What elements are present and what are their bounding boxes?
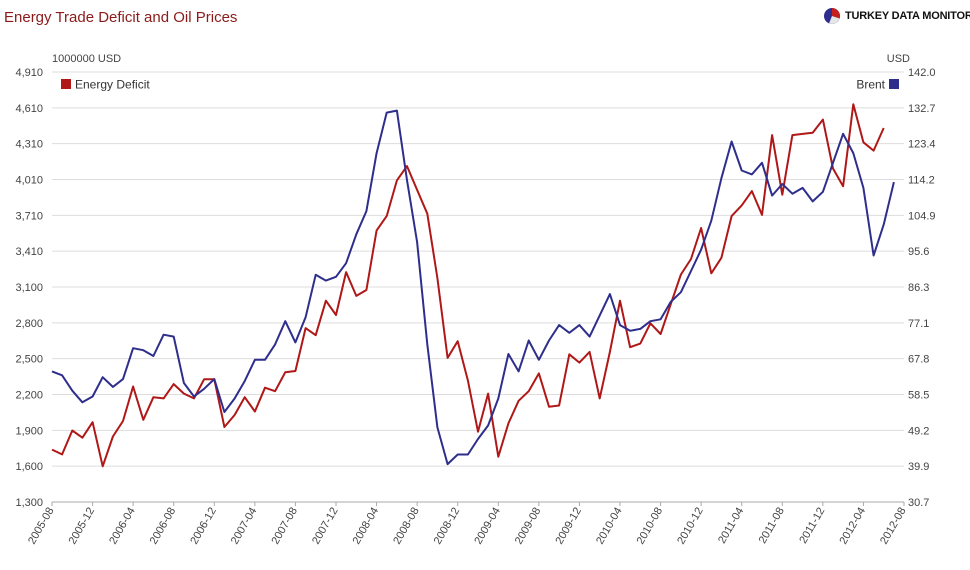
right-axis-tick-label: 123.4 xyxy=(908,139,936,151)
left-axis-tick-label: 2,800 xyxy=(15,318,43,330)
right-axis-tick-label: 142.0 xyxy=(908,67,936,79)
right-axis: 142.0 132.7 123.4 114.2 104.9 95.6 86.3 77.1 67.… xyxy=(908,67,936,509)
left-axis-tick-label: 1,600 xyxy=(15,461,43,473)
legend-brent-swatch xyxy=(889,79,899,89)
x-axis-tick-label: 2009-04 xyxy=(472,506,503,547)
right-axis-tick-label: 95.6 xyxy=(908,246,929,258)
left-axis-tick-label: 3,100 xyxy=(15,282,43,294)
left-axis-tick-label: 1,900 xyxy=(15,425,43,437)
left-axis-tick-label: 4,310 xyxy=(15,139,43,151)
series-line-energy-deficit[interactable] xyxy=(51,103,885,468)
x-axis-tick-label: 2006-12 xyxy=(188,506,219,547)
x-axis: 2005-08 2005-12 2006-04 2006-08 2006-12 2007-… xyxy=(26,501,909,547)
x-axis-tick-label: 2009-12 xyxy=(553,506,584,547)
x-axis-tick-label: 2010-04 xyxy=(594,506,625,547)
x-axis-tick-label: 2006-04 xyxy=(107,506,138,547)
series-lines xyxy=(51,103,895,468)
right-axis-tick-label: 67.8 xyxy=(908,354,929,366)
x-axis-tick-label: 2008-12 xyxy=(432,506,463,547)
x-axis-tick-label: 2012-08 xyxy=(878,506,909,547)
x-axis-tick-label: 2005-08 xyxy=(26,506,57,547)
legend-energy-deficit-label: Energy Deficit xyxy=(75,78,150,92)
left-axis: 4,910 4,610 4,310 4,010 3,710 3,410 3,100 2,800… xyxy=(15,67,43,509)
right-axis-tick-label: 58.5 xyxy=(908,390,929,402)
x-axis-tick-label: 2008-04 xyxy=(351,506,382,547)
left-axis-unit-label: 1000000 USD xyxy=(52,53,121,65)
x-axis-tick-label: 2008-08 xyxy=(391,506,422,547)
right-axis-tick-label: 39.9 xyxy=(908,461,929,473)
x-axis-tick-label: 2006-08 xyxy=(148,506,179,547)
legend-energy-deficit-swatch xyxy=(61,79,71,89)
chart-title: Energy Trade Deficit and Oil Prices xyxy=(4,9,238,26)
pie-logo-icon xyxy=(824,8,840,24)
x-axis-tick-label: 2010-12 xyxy=(675,506,706,547)
x-axis-tick-label: 2007-12 xyxy=(310,506,341,547)
x-axis-tick-label: 2009-08 xyxy=(513,506,544,547)
x-axis-tick-label: 2011-04 xyxy=(716,506,746,546)
legend-energy-deficit[interactable]: Energy Deficit xyxy=(61,78,150,92)
x-axis-tick-label: 2007-08 xyxy=(269,506,300,547)
left-axis-tick-label: 3,410 xyxy=(15,246,43,258)
x-axis-tick-label: 2010-08 xyxy=(635,506,666,547)
x-axis-tick-label: 2011-08 xyxy=(757,506,787,546)
left-axis-tick-label: 3,710 xyxy=(15,210,43,222)
left-axis-tick-label: 4,610 xyxy=(15,103,43,115)
left-axis-tick-label: 2,500 xyxy=(15,354,43,366)
legend-brent-label: Brent xyxy=(856,78,885,92)
x-axis-tick-label: 2005-12 xyxy=(67,506,98,547)
right-axis-tick-label: 114.2 xyxy=(908,175,935,187)
right-axis-tick-label: 30.7 xyxy=(908,497,929,509)
right-axis-tick-label: 86.3 xyxy=(908,282,929,294)
right-axis-tick-label: 132.7 xyxy=(908,103,936,115)
x-axis-tick-label: 2012-04 xyxy=(837,506,868,547)
series-line-brent[interactable] xyxy=(51,109,895,466)
brand-name: TURKEY DATA MONITOR xyxy=(845,10,970,22)
left-axis-tick-label: 1,300 xyxy=(15,497,43,509)
legend-brent[interactable]: Brent xyxy=(856,78,899,92)
left-axis-tick-label: 4,910 xyxy=(15,67,43,79)
right-axis-unit-label: USD xyxy=(887,53,910,65)
right-axis-tick-label: 104.9 xyxy=(908,210,936,222)
right-axis-tick-label: 77.1 xyxy=(908,318,929,330)
left-axis-tick-label: 4,010 xyxy=(15,175,43,187)
brand-logo[interactable]: TURKEY DATA MONITOR xyxy=(823,6,970,26)
x-axis-tick-label: 2011-12 xyxy=(797,506,827,546)
right-axis-tick-label: 49.2 xyxy=(908,425,929,437)
x-axis-tick-label: 2007-04 xyxy=(229,506,260,547)
left-axis-tick-label: 2,200 xyxy=(15,390,43,402)
